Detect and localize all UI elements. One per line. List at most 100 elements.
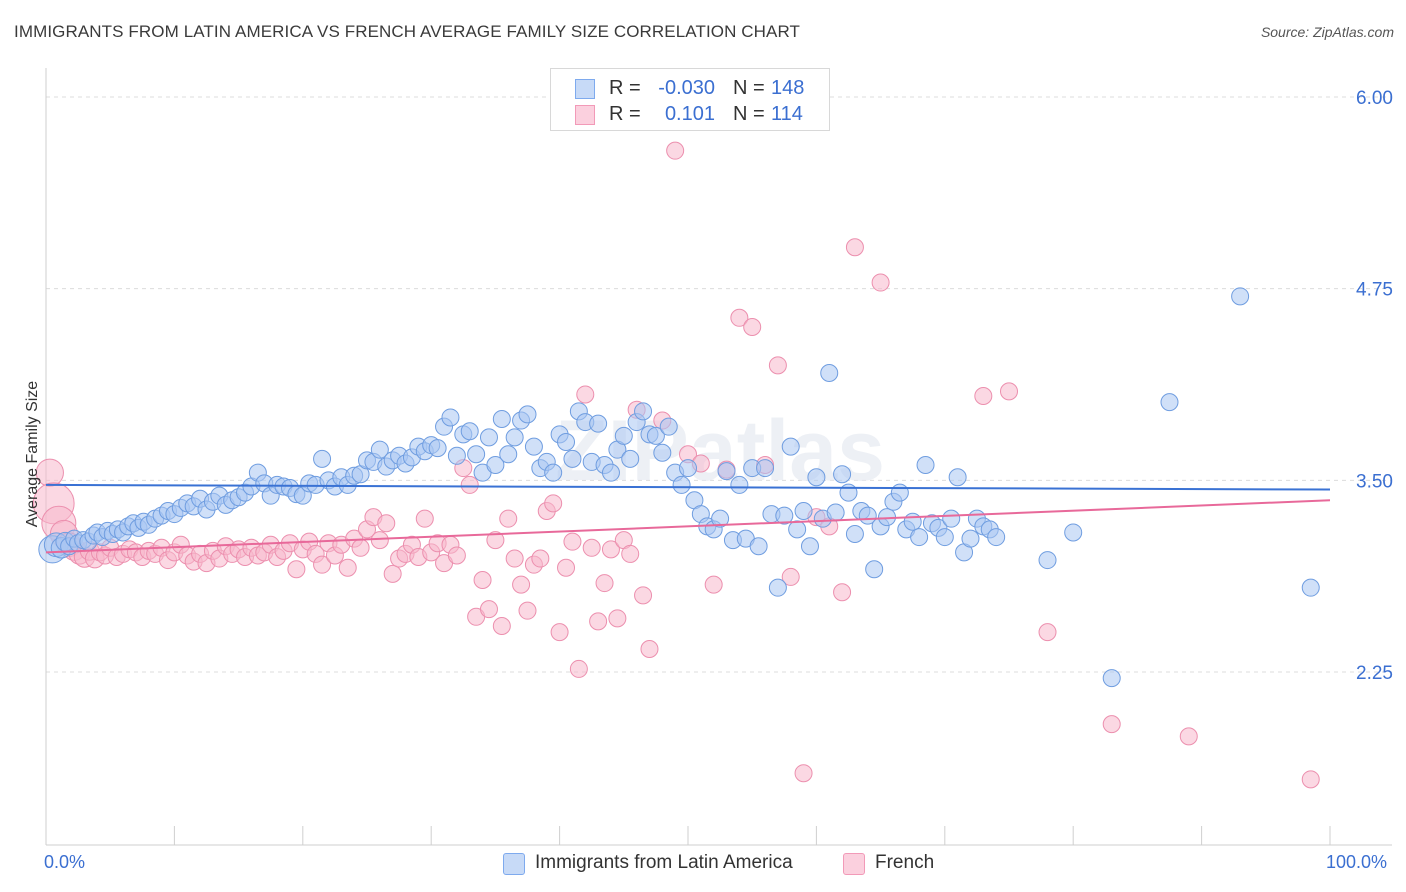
- data-point: [441, 408, 460, 427]
- data-point: [672, 475, 691, 494]
- data-point: [730, 308, 749, 327]
- data-point: [531, 549, 550, 568]
- data-point: [903, 512, 922, 531]
- data-point: [505, 549, 524, 568]
- data-point: [428, 439, 447, 458]
- data-point: [948, 468, 967, 487]
- chart-title: IMMIGRANTS FROM LATIN AMERICA VS FRENCH …: [14, 22, 801, 41]
- data-point: [621, 544, 640, 563]
- data-point: [659, 417, 678, 436]
- data-point: [788, 520, 807, 539]
- data-point: [1179, 727, 1198, 746]
- data-point: [730, 475, 749, 494]
- data-point: [447, 446, 466, 465]
- data-point: [544, 463, 563, 482]
- y-tick-label: 3.50: [1356, 471, 1393, 492]
- data-point: [865, 560, 884, 579]
- data-point: [518, 601, 537, 620]
- data-point: [794, 764, 813, 783]
- data-point: [492, 617, 511, 635]
- data-point: [634, 586, 653, 605]
- source-label: Source: ZipAtlas.com: [1260, 24, 1394, 40]
- data-point: [582, 538, 601, 557]
- data-point: [794, 502, 813, 520]
- data-point: [743, 318, 762, 336]
- legend-n-label: N =: [733, 103, 765, 125]
- axes: [45, 68, 1392, 846]
- data-point: [589, 414, 608, 433]
- data-point: [871, 273, 890, 292]
- data-point: [351, 538, 370, 557]
- data-point: [499, 445, 518, 464]
- data-point: [1038, 551, 1057, 570]
- x-tick-label-max: 100.0%: [1326, 852, 1388, 872]
- y-tick-labels: 2.25 3.50 4.75 6.00: [1356, 88, 1393, 684]
- y-tick-label: 4.75: [1356, 280, 1393, 301]
- data-point: [781, 567, 800, 586]
- data-point: [589, 612, 608, 631]
- data-point: [338, 558, 357, 577]
- data-point: [961, 529, 980, 548]
- legend-swatch-pink: [575, 105, 595, 125]
- legend-swatch-blue: [575, 79, 595, 99]
- data-point: [1231, 287, 1250, 306]
- data-point: [460, 422, 479, 441]
- trend-line-latin-america: [45, 483, 1331, 491]
- data-point: [569, 659, 588, 678]
- data-point: [467, 445, 486, 464]
- data-point: [845, 238, 864, 257]
- data-point: [492, 410, 511, 428]
- data-point: [756, 459, 775, 478]
- data-point: [479, 600, 498, 619]
- data-point: [499, 509, 518, 528]
- data-point: [845, 525, 864, 543]
- data-point: [781, 437, 800, 456]
- data-point: [512, 575, 531, 594]
- data-point: [377, 514, 396, 533]
- data-point: [1301, 578, 1320, 597]
- y-axis-label: Average Family Size: [24, 380, 42, 528]
- data-point: [820, 364, 839, 382]
- y-tick-label: 2.25: [1356, 663, 1393, 684]
- data-point: [518, 405, 537, 424]
- legend-swatch-blue: [503, 853, 525, 875]
- data-point: [800, 537, 819, 556]
- data-point: [563, 449, 582, 468]
- data-point: [1102, 715, 1121, 734]
- legend-r-label: R =: [609, 77, 641, 99]
- legend-n-value: 114: [771, 103, 803, 125]
- data-point: [608, 609, 627, 628]
- data-point: [1301, 770, 1320, 789]
- data-point: [749, 537, 768, 556]
- data-point: [557, 433, 576, 451]
- data-point: [383, 564, 402, 583]
- data-point: [601, 540, 620, 559]
- data-point: [833, 465, 852, 484]
- series-latin-america: [38, 287, 1320, 688]
- data-point: [826, 503, 845, 522]
- data-point: [1064, 523, 1083, 542]
- data-point: [916, 456, 935, 474]
- data-point: [711, 509, 730, 528]
- data-point: [704, 575, 723, 594]
- legend-label: Immigrants from Latin America: [535, 852, 793, 873]
- data-point: [974, 387, 993, 405]
- data-point: [486, 456, 505, 474]
- data-point: [595, 574, 614, 593]
- data-point: [775, 506, 794, 525]
- data-point: [370, 440, 389, 459]
- data-point: [550, 623, 569, 642]
- data-point: [486, 531, 505, 550]
- stats-legend: R = -0.030 N = 148 R = 0.101 N = 114: [550, 68, 830, 131]
- data-point: [890, 483, 909, 502]
- legend-r-value: -0.030: [658, 77, 715, 99]
- data-point: [833, 583, 852, 602]
- data-point: [563, 532, 582, 551]
- data-point: [544, 494, 563, 513]
- data-point: [447, 546, 466, 565]
- data-point: [1000, 382, 1018, 401]
- legend-n-label: N =: [733, 77, 765, 99]
- data-point: [646, 426, 665, 445]
- data-point: [460, 475, 479, 494]
